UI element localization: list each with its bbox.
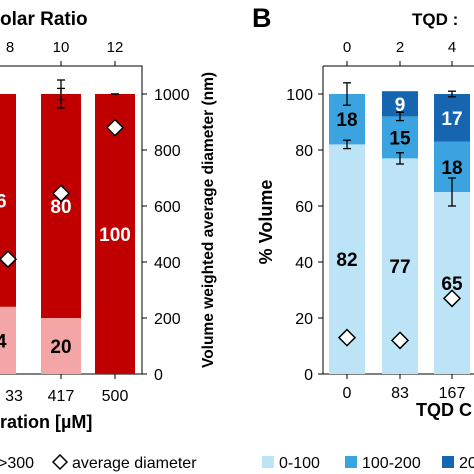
panel-b-data-label: 15 bbox=[389, 128, 411, 149]
panel-b-x-tick-label: 83 bbox=[391, 385, 409, 402]
panel-a-x-ticks: 33 417 500 bbox=[5, 374, 129, 405]
panel-b-average-diameter-point-1 bbox=[390, 331, 410, 350]
panel-a: olar Ratio 8 10 12 24 76 20 80 100 0 200 400 600 8… bbox=[0, 9, 217, 432]
panel-a-average-diameter-point-2 bbox=[105, 118, 125, 137]
panel-b-error-bar-1 bbox=[343, 82, 351, 106]
panel-a-y2-tick-label: 600 bbox=[154, 199, 181, 216]
panel-a-legend-label-average-diameter: average diameter bbox=[72, 455, 197, 472]
panel-b-legend-label-0: 0-100 bbox=[279, 455, 320, 472]
panel-a-top-tick-label: 8 bbox=[6, 39, 14, 56]
panel-a-top-tick-label: 12 bbox=[107, 39, 124, 56]
panel-a-top-tick-label: 10 bbox=[53, 39, 70, 56]
panel-b-error-bar-4 bbox=[448, 177, 456, 207]
panel-a-data-label: 80 bbox=[50, 197, 71, 218]
panel-a-data-label: 76 bbox=[0, 191, 7, 212]
panel-b: B TQD : 0 2 4 82 18 77 15 9 65 18 17 0 20 40 60 80 100… bbox=[252, 3, 474, 420]
panel-b-x-tick-label: 167 bbox=[439, 385, 466, 402]
panel-b-error-bar-2 bbox=[396, 152, 404, 165]
panel-b-average-diameter-points bbox=[337, 289, 462, 350]
panel-b-data-labels: 82 18 77 15 9 65 18 17 bbox=[336, 95, 463, 295]
panel-b-top-axis-title: TQD : bbox=[412, 10, 458, 29]
panel-a-y2-tick-label: 200 bbox=[154, 311, 181, 328]
panel-a-error-bar-3 bbox=[57, 79, 65, 109]
panel-a-data-label: 100 bbox=[99, 225, 131, 246]
panel-a-data-label: 24 bbox=[0, 331, 7, 352]
panel-b-average-diameter-point-2 bbox=[442, 289, 462, 308]
panel-b-legend-label-1: 100-200 bbox=[362, 455, 421, 472]
panel-a-error-bars bbox=[57, 79, 119, 109]
panel-b-y-tick-label: 40 bbox=[295, 255, 313, 272]
panel-b-legend: 0-100 100-200 20 bbox=[262, 455, 474, 472]
panel-a-data-labels: 24 76 20 80 100 bbox=[0, 191, 131, 358]
panel-a-bar-500-series-1 bbox=[95, 94, 135, 374]
panel-a-x-tick-label: 500 bbox=[102, 388, 129, 405]
panel-b-left-axis: 0 20 40 60 80 100 bbox=[286, 87, 323, 384]
panel-a-bar-417-series-1 bbox=[41, 94, 81, 318]
panel-b-error-bar-3 bbox=[396, 111, 404, 122]
panel-b-data-label: 18 bbox=[441, 158, 462, 179]
panel-b-label: B bbox=[252, 3, 272, 33]
panel-a-y2-tick-label: 1000 bbox=[154, 87, 190, 104]
panel-b-error-bar-0 bbox=[343, 139, 351, 150]
panel-a-data-label: 20 bbox=[50, 337, 71, 358]
panel-b-data-label: 65 bbox=[441, 274, 463, 295]
panel-b-data-label: 18 bbox=[336, 110, 357, 131]
panel-b-legend-swatch-0 bbox=[262, 456, 274, 468]
panel-b-y-tick-label: 100 bbox=[286, 87, 313, 104]
panel-a-average-diameter-point-1 bbox=[51, 184, 71, 203]
panel-b-bar-83-series-1 bbox=[382, 116, 418, 159]
panel-b-legend-label-2: 20 bbox=[459, 455, 474, 472]
panel-b-x-label: TQD C bbox=[416, 400, 472, 420]
panel-b-x-tick-label: 0 bbox=[343, 385, 352, 402]
panel-a-bars bbox=[0, 94, 135, 374]
panel-b-top-ticks: 0 2 4 bbox=[343, 39, 456, 66]
panel-b-y-tick-label: 60 bbox=[295, 199, 313, 216]
panel-b-data-label: 77 bbox=[389, 257, 410, 278]
panel-b-bar-167-series-2 bbox=[434, 94, 470, 142]
panel-a-right-axis: 0 200 400 600 800 1000 bbox=[142, 87, 190, 384]
panel-b-error-bars bbox=[343, 82, 456, 207]
panel-a-top-axis-title: olar Ratio bbox=[0, 9, 88, 30]
panel-b-average-diameter-point-0 bbox=[337, 328, 357, 347]
panel-b-top-tick-label: 2 bbox=[396, 39, 404, 56]
panel-a-bar-333-series-1 bbox=[0, 94, 16, 307]
panel-b-legend-swatch-1 bbox=[345, 456, 357, 468]
panel-b-data-label: 17 bbox=[441, 109, 462, 130]
panel-b-x-ticks: 0 83 167 bbox=[343, 374, 466, 402]
panel-b-y-tick-label: 80 bbox=[295, 143, 313, 160]
panel-b-y-tick-label: 20 bbox=[295, 311, 313, 328]
panel-a-x-tick-label: 33 bbox=[5, 388, 23, 405]
panel-b-data-label: 9 bbox=[395, 95, 406, 116]
panel-a-top-ticks: 8 10 12 bbox=[6, 39, 124, 66]
panel-a-average-diameter-point-0 bbox=[0, 250, 18, 269]
panel-a-bar-333-series-0 bbox=[0, 306, 16, 374]
panel-a-legend: >300 average diameter bbox=[0, 453, 197, 472]
panel-b-y-label: % Volume bbox=[256, 180, 276, 265]
panel-a-y2-tick-label: 400 bbox=[154, 255, 181, 272]
panel-b-data-label: 82 bbox=[336, 250, 357, 271]
panel-b-top-tick-label: 4 bbox=[448, 39, 456, 56]
panel-a-bar-417-series-0 bbox=[41, 318, 81, 374]
panel-b-legend-swatch-2 bbox=[442, 456, 454, 468]
panel-a-legend-label-gt300: >300 bbox=[0, 455, 34, 472]
panel-b-y-tick-label: 0 bbox=[304, 367, 313, 384]
panel-a-y2-tick-label: 0 bbox=[154, 367, 163, 384]
panel-b-bar-167-series-0 bbox=[434, 192, 470, 374]
panel-a-average-diameter-points bbox=[0, 118, 125, 269]
panel-b-top-tick-label: 0 bbox=[343, 39, 351, 56]
panel-a-x-label: ration [µM] bbox=[0, 412, 92, 432]
panel-a-x-tick-label: 417 bbox=[48, 388, 75, 405]
panel-a-legend-diamond-icon bbox=[51, 453, 69, 471]
panel-a-y2-label: Volume weighted average diameter (nm) bbox=[200, 72, 217, 368]
panel-a-y2-tick-label: 800 bbox=[154, 143, 181, 160]
panel-b-error-bar-5 bbox=[448, 90, 456, 98]
